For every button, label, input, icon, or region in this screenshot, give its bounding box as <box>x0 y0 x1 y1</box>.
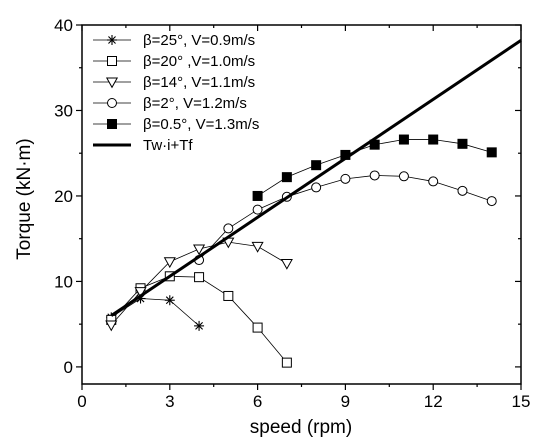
filled-square-marker <box>281 172 292 183</box>
series-6 <box>110 39 522 317</box>
x-tick-label: 9 <box>341 392 350 411</box>
fit-line <box>110 39 522 317</box>
triangle-marker <box>163 257 176 269</box>
y-axis-title: Torque (kN·m) <box>14 138 35 259</box>
square-marker <box>281 357 292 368</box>
filled-square-marker <box>457 138 468 149</box>
legend-label: β=25°, V=0.9m/s <box>143 32 255 49</box>
filled-square-marker <box>107 119 117 129</box>
y-tick-label: 20 <box>54 187 73 206</box>
asterisk-marker <box>194 320 205 331</box>
circle-marker <box>252 204 263 215</box>
asterisk-stroke <box>195 321 203 330</box>
series-3 <box>105 237 293 332</box>
filled-square-marker <box>486 147 497 158</box>
filled-square-marker <box>398 134 409 145</box>
x-tick-label: 12 <box>424 392 443 411</box>
legend-label: β=2°, V=1.2m/s <box>143 95 247 112</box>
legend-label: β=0.5°, V=1.3m/s <box>143 116 259 133</box>
circle-marker <box>107 98 117 108</box>
legend-label: β=20° ,V=1.0m/s <box>143 53 255 70</box>
y-tick-label: 40 <box>54 16 73 35</box>
legend-item-3: β=14°, V=1.1m/s <box>93 74 255 91</box>
asterisk-stroke <box>108 36 116 44</box>
legend-label: β=14°, V=1.1m/s <box>143 74 255 91</box>
plot-content <box>105 39 522 368</box>
x-tick-label: 0 <box>77 392 86 411</box>
circle-marker <box>369 170 380 181</box>
filled-square-marker <box>428 134 439 145</box>
y-tick-label: 30 <box>54 101 73 120</box>
x-tick-label: 6 <box>253 392 262 411</box>
y-tick-label: 0 <box>64 358 73 377</box>
x-axis-title: speed (rpm) <box>250 417 352 438</box>
y-tick-label: 10 <box>54 272 73 291</box>
series-4 <box>194 170 497 266</box>
asterisk-marker <box>107 35 117 45</box>
circle-marker <box>486 196 497 207</box>
square-marker <box>252 322 263 333</box>
triangle-marker <box>251 241 264 253</box>
legend-item-6: Tw·i+Tf <box>93 137 193 154</box>
triangle-marker <box>193 244 206 256</box>
legend-label: Tw·i+Tf <box>143 137 193 154</box>
x-tick-label: 15 <box>512 392 531 411</box>
axes: 0 3 6 9 12 15 0 10 20 30 40 <box>54 16 530 411</box>
circle-marker <box>340 173 351 184</box>
series-line <box>198 175 492 261</box>
filled-square-marker <box>252 190 263 201</box>
circle-marker <box>223 223 234 234</box>
asterisk-marker <box>164 295 175 306</box>
legend-item-4: β=2°, V=1.2m/s <box>93 95 247 112</box>
series-1 <box>106 293 205 331</box>
triangle-marker <box>280 258 293 270</box>
series-2 <box>106 271 292 368</box>
legend-item-1: β=25°, V=0.9m/s <box>93 32 255 49</box>
square-marker <box>194 272 205 283</box>
square-marker <box>107 56 117 66</box>
circle-marker <box>457 185 468 196</box>
triangle-marker <box>105 77 119 89</box>
x-tick-label: 3 <box>165 392 174 411</box>
circle-marker <box>428 176 439 187</box>
series-line <box>111 298 200 327</box>
asterisk-stroke <box>165 296 174 305</box>
triangle-marker <box>105 320 118 332</box>
legend: β=25°, V=0.9m/s β=20° ,V=1.0m/s β=14°, V=1… <box>93 32 259 154</box>
legend-item-2: β=20° ,V=1.0m/s <box>93 53 255 70</box>
circle-marker <box>311 182 322 193</box>
legend-item-5: β=0.5°, V=1.3m/s <box>93 116 259 133</box>
square-marker <box>223 290 234 301</box>
triangle-marker <box>134 287 147 299</box>
circle-marker <box>398 171 409 182</box>
filled-square-marker <box>311 160 322 171</box>
